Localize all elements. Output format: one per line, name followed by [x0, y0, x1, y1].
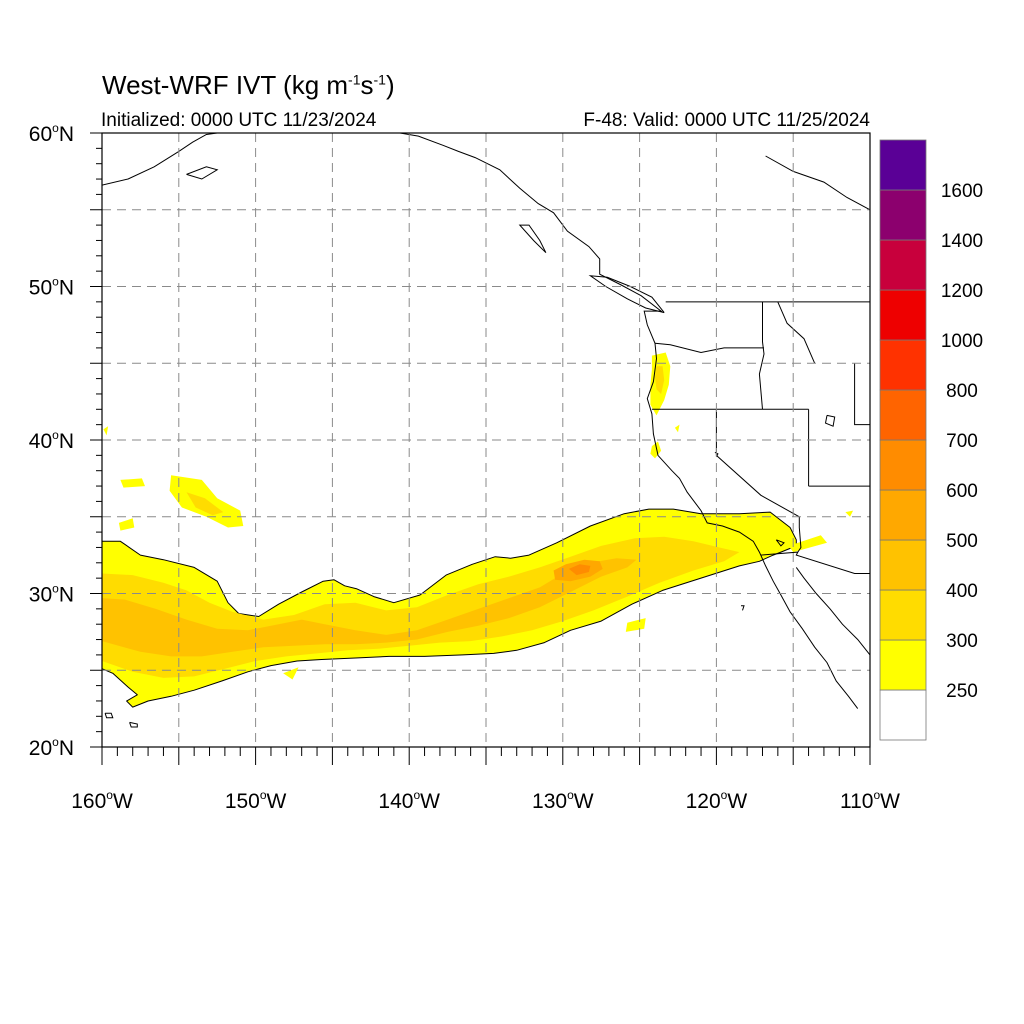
longitude-label: 120oW [686, 788, 748, 813]
hawaii-oahu [129, 721, 138, 728]
speck-6 [674, 424, 680, 433]
speck-7 [845, 510, 854, 517]
ivt-field [102, 352, 854, 708]
oregon-band-300 [655, 366, 665, 394]
speck-5 [788, 535, 827, 553]
latitude-label: 50oN [29, 275, 74, 300]
alaska-coast [102, 133, 218, 186]
colorbar-box [879, 539, 927, 591]
speck-2 [118, 518, 135, 531]
longitude-label: 130oW [532, 788, 594, 813]
colorbar-box [879, 589, 927, 641]
longitude-label: 150oW [225, 788, 287, 813]
kodiak-island [186, 166, 219, 180]
hawaii-kauai [104, 712, 114, 719]
colorbar-label: 1000 [941, 331, 983, 352]
latitude-label: 40oN [29, 428, 74, 453]
colorbar-label: 250 [946, 681, 978, 702]
map-title: West-WRF IVT (kg m-1s-1) [102, 70, 395, 100]
wa-or-border [654, 342, 764, 354]
speck-3 [283, 667, 299, 680]
init-time-label: Initialized: 0000 UTC 11/23/2024 [101, 110, 377, 131]
latitude-label: 30oN [29, 582, 74, 607]
colorbar-label: 500 [946, 531, 978, 552]
colorbar-box [879, 239, 927, 291]
valid-time-label: F-48: Valid: 0000 UTC 11/25/2024 [583, 110, 870, 131]
colorbar-label: 1400 [941, 231, 983, 252]
subtropical-cloud-300 [186, 492, 224, 516]
speck-4 [625, 618, 646, 632]
gulf-of-california-east [795, 567, 870, 656]
columbia-river [765, 155, 870, 211]
colorbar-box [879, 689, 927, 741]
colorbar-box [879, 139, 927, 191]
coastlines [102, 133, 870, 728]
axis-ticks [90, 132, 871, 765]
idaho-west-border [758, 301, 765, 410]
colorbar: 250 300 400 500 600 700 800 1000 1200 1400 1600 [879, 139, 983, 741]
montana-west-border [777, 301, 816, 364]
longitude-label: 160oW [71, 788, 133, 813]
longitude-labels: 160oW 150oW 140oW 130oW 120oW 110oW [71, 788, 900, 813]
atmospheric-river-400 [102, 558, 637, 657]
us-mexico-border [760, 551, 870, 574]
salton-sea [775, 539, 785, 547]
colorbar-box [879, 389, 927, 441]
colorbar-box [879, 639, 927, 691]
colorbar-label: 1200 [941, 281, 983, 302]
graticule [102, 133, 870, 747]
colorbar-label: 600 [946, 481, 978, 502]
colorbar-box [879, 289, 927, 341]
speck-8 [103, 426, 109, 436]
wyoming-west-border [854, 363, 870, 426]
latitude-labels: 20oN 30oN 40oN 50oN 60oN [29, 121, 74, 760]
longitude-label: 110oW [840, 788, 900, 813]
colorbar-label: 300 [946, 631, 978, 652]
colorbar-box [879, 339, 927, 391]
colorbar-label: 1600 [941, 181, 983, 202]
atmospheric-river-600 [568, 564, 591, 576]
colorbar-box [879, 439, 927, 491]
colorbar-box [879, 189, 927, 241]
colorbar-label: 400 [946, 581, 978, 602]
longitude-label: 140oW [378, 788, 440, 813]
norcal-blob-250 [650, 441, 662, 459]
colorbar-box [879, 489, 927, 541]
colorbar-label: 800 [946, 381, 978, 402]
colorbar-label: 700 [946, 431, 978, 452]
latitude-label: 20oN [29, 735, 74, 760]
haida-gwaii [518, 224, 547, 254]
guadalupe-island [741, 605, 745, 611]
latitude-label: 60oN [29, 121, 74, 146]
north-america-coast [399, 133, 859, 709]
vancouver-island [588, 275, 665, 314]
great-salt-lake [824, 414, 836, 427]
speck-1 [120, 478, 145, 488]
